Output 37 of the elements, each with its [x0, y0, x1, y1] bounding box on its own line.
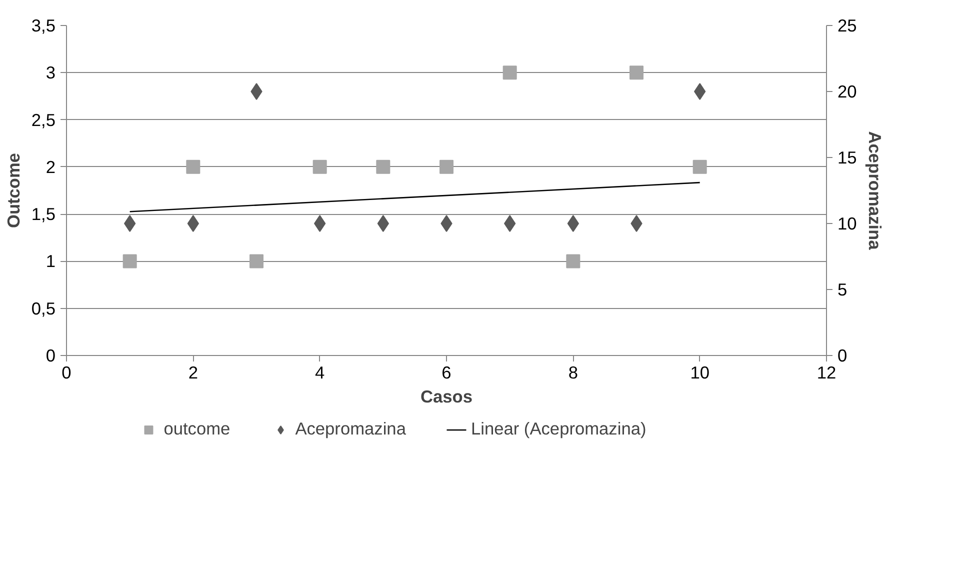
y-tick-label: 1,5: [31, 204, 56, 224]
point: [440, 160, 454, 174]
point: [566, 254, 580, 268]
point: [692, 160, 707, 174]
y-tick-label: 2: [46, 156, 56, 177]
x-tick-label: 4: [315, 362, 326, 382]
x-tick-label: 2: [188, 362, 198, 382]
legend-label: Linear (Acepromazina): [470, 418, 646, 440]
x-axis-title: Casos: [420, 386, 473, 406]
x-tick-label: 8: [568, 362, 578, 382]
point: [186, 160, 200, 174]
y-tick-label: 1: [46, 251, 56, 272]
y2-tick-label: 10: [838, 214, 857, 234]
point: [250, 254, 264, 268]
x-tick-label: 12: [816, 362, 836, 382]
y-tick-label: 0,5: [31, 298, 56, 318]
point: [312, 160, 327, 174]
x-tick-label: 0: [62, 362, 72, 382]
y2-axis-title: Acepromazina: [864, 131, 885, 250]
x-tick-label: 6: [442, 362, 452, 382]
legend-label: Acepromazina: [295, 418, 406, 440]
y2-tick-label: 15: [838, 148, 857, 168]
point: [630, 66, 644, 80]
y2-tick-label: 20: [838, 82, 857, 102]
y2-tick-label: 0: [838, 346, 848, 366]
y2-tick-label: 25: [838, 16, 857, 36]
y-tick-label: 3,5: [31, 16, 56, 36]
y-tick-label: 3: [46, 62, 56, 83]
y-axis-title: Outcome: [3, 152, 24, 228]
y2-tick-label: 5: [838, 280, 848, 300]
legend-label: outcome: [164, 418, 230, 440]
x-tick-label: 10: [690, 362, 710, 382]
y-tick-label: 2,5: [31, 110, 56, 130]
point: [376, 160, 390, 174]
point: [502, 66, 517, 80]
y-tick-label: 0: [46, 346, 56, 366]
point: [122, 254, 137, 268]
